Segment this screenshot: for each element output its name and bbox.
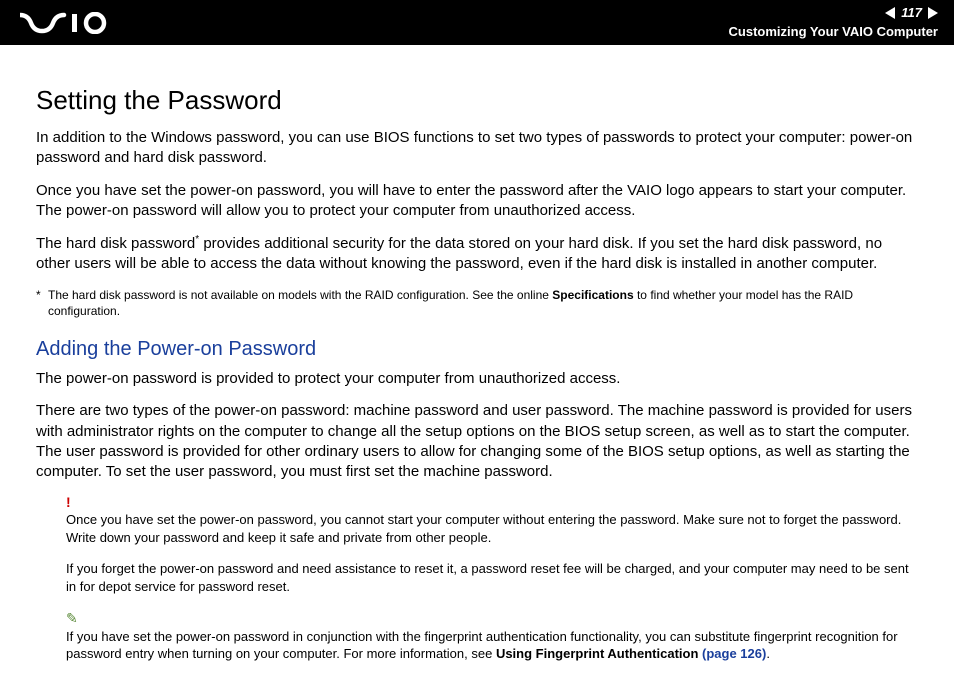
warning-note-2: If you forget the power-on password and … [36, 560, 918, 595]
tip-link[interactable]: (page 126) [702, 646, 766, 661]
footnote-bold: Specifications [552, 288, 633, 302]
next-page-icon[interactable] [928, 7, 938, 19]
page-nav: 117 [729, 5, 938, 22]
footnote: *The hard disk password is not available… [36, 287, 918, 321]
page-content: Setting the Password In addition to the … [0, 45, 954, 697]
footnote-text-a: The hard disk password is not available … [48, 288, 552, 302]
tip-end: . [766, 646, 770, 661]
footnote-star: * [36, 287, 48, 304]
vaio-logo-svg [20, 12, 120, 34]
warning-note-1: ! Once you have set the power-on passwor… [36, 494, 918, 546]
tip-text: If you have set the power-on password in… [66, 628, 918, 663]
intro-paragraph-3: The hard disk password* provides additio… [36, 233, 918, 275]
tip-bold: Using Fingerprint Authentication [496, 646, 702, 661]
p3-text-a: The hard disk password [36, 235, 195, 252]
prev-page-icon[interactable] [885, 7, 895, 19]
section-paragraph-1: The power-on password is provided to pro… [36, 369, 918, 389]
intro-paragraph-1: In addition to the Windows password, you… [36, 128, 918, 169]
warning-icon: ! [66, 494, 918, 510]
page-title: Setting the Password [36, 85, 918, 116]
tip-text-a: If you have set the power-on password in… [66, 629, 898, 662]
warning-text-1: Once you have set the power-on password,… [66, 511, 918, 546]
page-header: 117 Customizing Your VAIO Computer [0, 0, 954, 45]
header-right: 117 Customizing Your VAIO Computer [729, 5, 938, 41]
tip-icon: ✎ [66, 610, 918, 627]
section-subtitle: Adding the Power-on Password [36, 338, 918, 361]
section-paragraph-2: There are two types of the power-on pass… [36, 401, 918, 482]
warning-text-2: If you forget the power-on password and … [66, 560, 918, 595]
tip-note: ✎ If you have set the power-on password … [36, 610, 918, 663]
intro-paragraph-2: Once you have set the power-on password,… [36, 181, 918, 222]
vaio-logo [20, 12, 120, 34]
page-number: 117 [897, 5, 926, 22]
breadcrumb: Customizing Your VAIO Computer [729, 24, 938, 41]
